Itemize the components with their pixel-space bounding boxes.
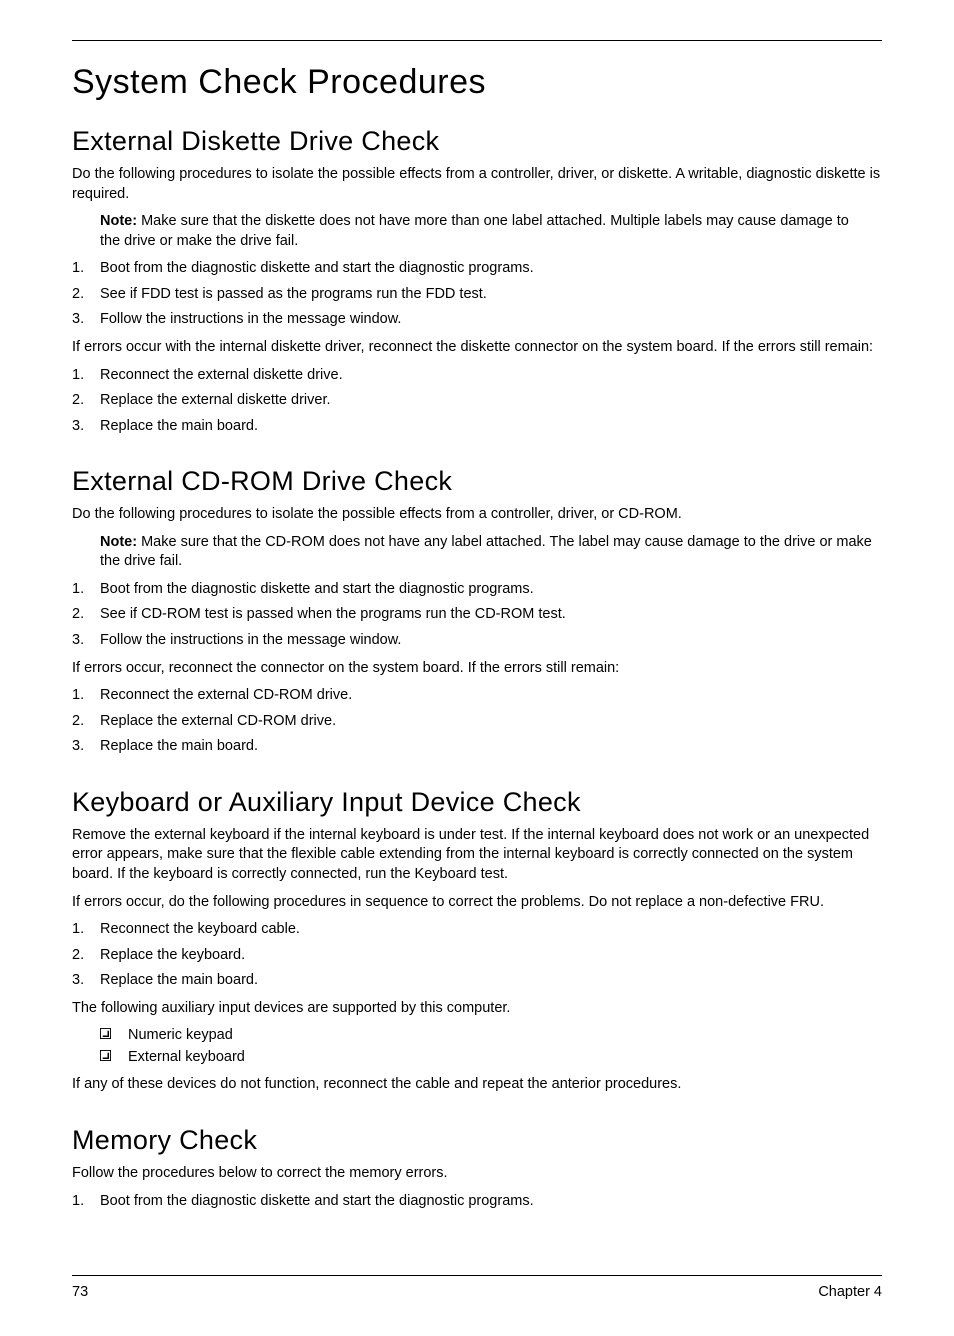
list-item: External keyboard [100,1048,882,1068]
diskette-steps-2: Reconnect the external diskette drive. R… [72,366,882,437]
square-bullet-icon [100,1050,111,1061]
keyboard-aux-outro: If any of these devices do not function,… [72,1075,882,1095]
list-item: See if FDD test is passed as the program… [72,285,882,305]
list-item: Replace the external CD-ROM drive. [72,712,882,732]
keyboard-intro2: If errors occur, do the following proced… [72,893,882,913]
footer-rule [72,1275,882,1276]
cdrom-steps-1: Boot from the diagnostic diskette and st… [72,580,882,651]
cdrom-note: Note: Make sure that the CD-ROM does not… [100,533,882,572]
keyboard-aux-list: Numeric keypad External keyboard [100,1026,882,1067]
square-bullet-icon [100,1028,111,1039]
bullet-text: External keyboard [128,1049,245,1065]
heading-memory: Memory Check [72,1125,882,1156]
bullet-text: Numeric keypad [128,1027,233,1043]
list-item: Reconnect the keyboard cable. [72,920,882,940]
keyboard-steps: Reconnect the keyboard cable. Replace th… [72,920,882,991]
memory-steps: Boot from the diagnostic diskette and st… [72,1192,882,1212]
cdrom-steps-2: Reconnect the external CD-ROM drive. Rep… [72,686,882,757]
chapter-label: Chapter 4 [818,1284,882,1300]
list-item: Follow the instructions in the message w… [72,631,882,651]
heading-diskette: External Diskette Drive Check [72,126,882,157]
note-label: Note: [100,213,137,229]
note-label: Note: [100,534,137,550]
list-item: Replace the main board. [72,971,882,991]
diskette-after: If errors occur with the internal disket… [72,338,882,358]
list-item: Replace the keyboard. [72,946,882,966]
list-item: Boot from the diagnostic diskette and st… [72,1192,882,1212]
diskette-intro: Do the following procedures to isolate t… [72,165,882,204]
keyboard-intro1: Remove the external keyboard if the inte… [72,826,882,885]
note-text: Make sure that the CD-ROM does not have … [100,534,872,570]
list-item: Numeric keypad [100,1026,882,1046]
list-item: See if CD-ROM test is passed when the pr… [72,605,882,625]
list-item: Replace the main board. [72,417,882,437]
list-item: Follow the instructions in the message w… [72,310,882,330]
heading-cdrom: External CD-ROM Drive Check [72,466,882,497]
diskette-steps-1: Boot from the diagnostic diskette and st… [72,259,882,330]
note-text: Make sure that the diskette does not hav… [100,213,849,249]
list-item: Replace the main board. [72,737,882,757]
list-item: Reconnect the external CD-ROM drive. [72,686,882,706]
page-number: 73 [72,1284,88,1300]
page-title: System Check Procedures [72,63,882,102]
cdrom-intro: Do the following procedures to isolate t… [72,505,882,525]
cdrom-after: If errors occur, reconnect the connector… [72,659,882,679]
list-item: Replace the external diskette driver. [72,391,882,411]
top-rule [72,40,882,41]
list-item: Reconnect the external diskette drive. [72,366,882,386]
keyboard-aux-intro: The following auxiliary input devices ar… [72,999,882,1019]
memory-intro: Follow the procedures below to correct t… [72,1164,882,1184]
heading-keyboard: Keyboard or Auxiliary Input Device Check [72,787,882,818]
list-item: Boot from the diagnostic diskette and st… [72,259,882,279]
page-footer: 73 Chapter 4 [72,1275,882,1300]
diskette-note: Note: Make sure that the diskette does n… [100,212,882,251]
list-item: Boot from the diagnostic diskette and st… [72,580,882,600]
